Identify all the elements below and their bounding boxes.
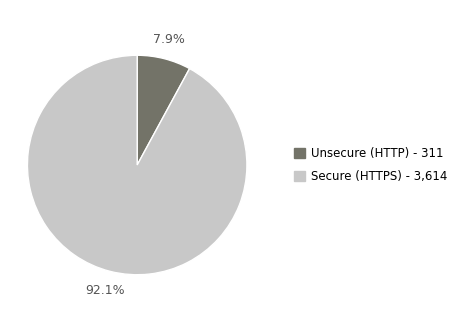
Wedge shape [27,55,247,275]
Text: 7.9%: 7.9% [153,33,185,46]
Wedge shape [137,55,190,165]
Text: 92.1%: 92.1% [86,284,125,297]
Legend: Unsecure (HTTP) - 311, Secure (HTTPS) - 3,614: Unsecure (HTTP) - 311, Secure (HTTPS) - … [289,142,452,188]
